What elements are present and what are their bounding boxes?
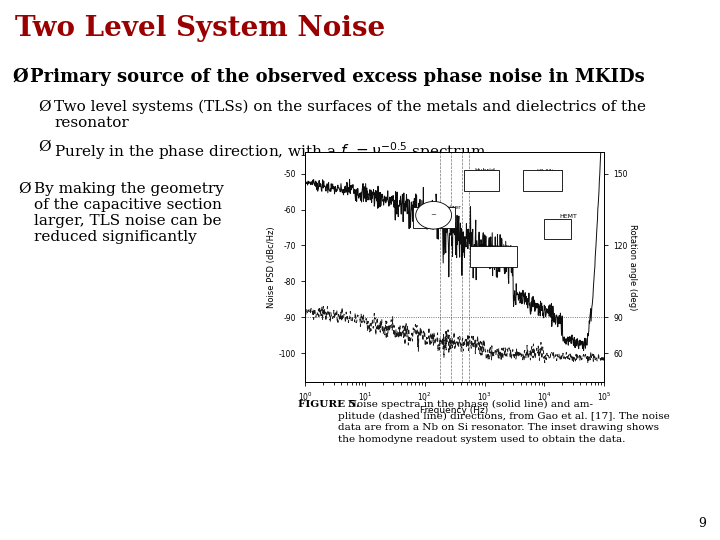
Text: Noise spectra in the phase (solid line) and am-
plitude (dashed line) directions: Noise spectra in the phase (solid line) … [338, 400, 670, 444]
Text: IQ Mixer: IQ Mixer [537, 168, 563, 173]
Text: Resonator: Resonator [480, 244, 513, 249]
Bar [413, 207, 454, 228]
Bar [544, 219, 571, 239]
Text: By making the geometry: By making the geometry [34, 182, 224, 196]
Text: ~: ~ [431, 212, 436, 218]
Text: Purely in the phase direction, with a $f_v = \nu^{-0.5}$ spectrum: Purely in the phase direction, with a $f… [54, 140, 486, 161]
Text: Ø: Ø [38, 140, 50, 154]
Text: larger, TLS noise can be: larger, TLS noise can be [34, 214, 222, 228]
Y-axis label: Noise PSD (dBc/Hz): Noise PSD (dBc/Hz) [267, 226, 276, 308]
X-axis label: Frequency (Hz): Frequency (Hz) [420, 406, 489, 415]
Text: Ø: Ø [12, 68, 27, 86]
Bar [469, 246, 518, 267]
Text: Ø: Ø [18, 182, 31, 196]
Text: of the capacitive section: of the capacitive section [34, 198, 222, 212]
Text: 9: 9 [698, 517, 706, 530]
Circle shape [415, 201, 451, 229]
Text: Ø: Ø [38, 100, 50, 114]
Bar [464, 171, 500, 191]
Text: FIGURE 5.: FIGURE 5. [298, 400, 359, 409]
Text: Primary source of the observed excess phase noise in MKIDs: Primary source of the observed excess ph… [30, 68, 644, 86]
Y-axis label: Rotation angle (deg): Rotation angle (deg) [629, 224, 637, 310]
Text: Hybrid: Hybrid [474, 168, 495, 173]
Bar [523, 171, 562, 191]
Text: reduced significantly: reduced significantly [34, 230, 197, 244]
Text: Synthesizer: Synthesizer [424, 205, 461, 210]
Text: Two Level System Noise: Two Level System Noise [15, 15, 385, 42]
Text: Two level systems (TLSs) on the surfaces of the metals and dielectrics of the: Two level systems (TLSs) on the surfaces… [54, 100, 646, 114]
Text: resonator: resonator [54, 116, 129, 130]
Text: HEMT: HEMT [559, 214, 577, 219]
